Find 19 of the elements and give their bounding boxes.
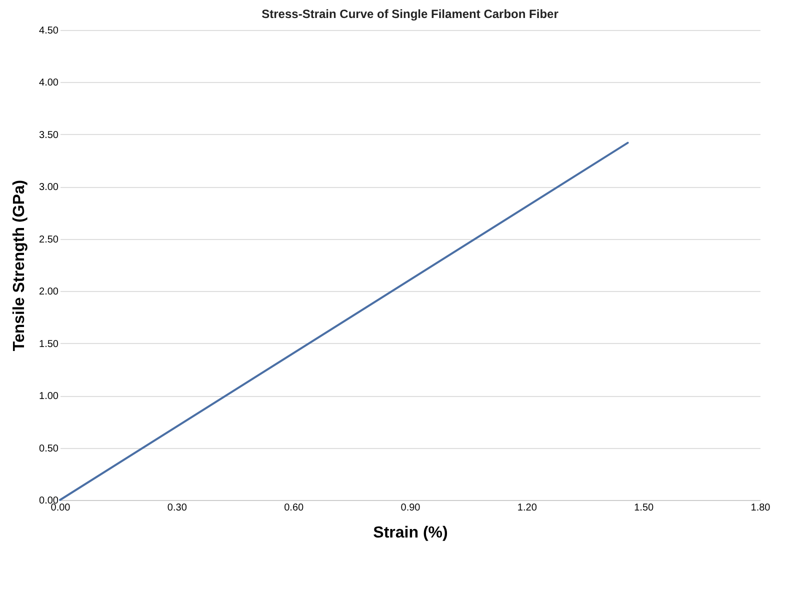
x-tick-label: 0.00 [50, 502, 71, 514]
x-tick-label: 0.60 [284, 502, 304, 514]
y-tick-label: 1.50 [39, 338, 59, 350]
y-tick-label: 4.50 [39, 26, 59, 36]
y-axis-title: Tensile Strength (GPa) [11, 180, 28, 352]
x-tick-label: 1.80 [750, 502, 771, 514]
y-tick-label: 2.50 [39, 234, 59, 246]
y-tick-label: 3.00 [39, 182, 59, 194]
y-tick-label: 0.50 [39, 443, 59, 454]
x-tick-label: 1.50 [634, 502, 654, 514]
x-axis-title: Strain (%) [373, 524, 448, 542]
y-tick-label: 4.00 [39, 78, 59, 89]
x-tick-label: 0.90 [400, 502, 421, 514]
y-tick-label: 2.00 [39, 286, 59, 298]
chart-title: Stress-Strain Curve of Single Filament Carbon Fiber [262, 7, 559, 21]
x-tick-label: 0.30 [167, 502, 188, 514]
y-tick-label: 1.00 [39, 391, 59, 402]
y-tick-label: 3.50 [39, 130, 59, 141]
x-tick-label: 1.20 [517, 502, 538, 514]
